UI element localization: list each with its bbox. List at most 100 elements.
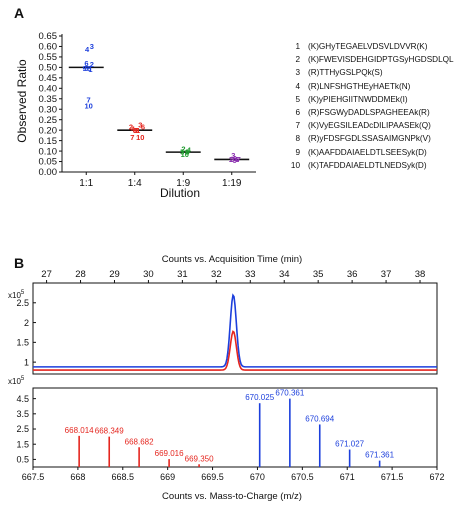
panel-a-ytick-label: 0.35 xyxy=(39,94,58,105)
panel-a-ytick-label: 0.30 xyxy=(39,104,58,115)
panel-a-point: 3 xyxy=(90,42,94,51)
panel-b-top-xtick-label: 37 xyxy=(381,269,392,280)
panel-b-bottom-scale-base: x10 xyxy=(8,377,21,386)
panel-b-top-scale-exp: 5 xyxy=(21,290,25,296)
panel-b-bottom-xtick-label: 671.5 xyxy=(381,472,404,482)
panel-a-ylabel: Observed Ratio xyxy=(15,59,29,143)
panel-a-point: 1 xyxy=(185,148,189,157)
legend-number: 5 xyxy=(295,94,300,104)
panel-a-xtick-label: 1:9 xyxy=(176,178,190,189)
panel-b-bottom-xtick-label: 668.5 xyxy=(112,472,135,482)
legend-row: 10 (K)TAFDDAIAELDTLNEDSyk(D) xyxy=(286,161,427,170)
panel-b-bottom-xtick-label: 669.5 xyxy=(201,472,224,482)
legend-row: 6 (R)FSGWyDADLSPAGHEEAk(R) xyxy=(286,108,430,117)
panel-b-bottom-xtick-label: 669 xyxy=(160,472,175,482)
panel-a-point: 7 xyxy=(130,133,134,142)
legend-row: 3 (R)TTHyGSLPQk(S) xyxy=(286,68,382,77)
panel-a-ytick-label: 0.45 xyxy=(39,73,58,84)
spectrum-peak-label: 671.361 xyxy=(365,451,394,460)
legend-peptide: (K)VyEGSILEADcDILIPAASEk(Q) xyxy=(308,121,431,131)
panel-b-top-xtick-label: 34 xyxy=(279,269,290,280)
panel-a-ytick-label: 0.55 xyxy=(39,52,58,63)
panel-a-point: 5 xyxy=(180,148,184,157)
panel-a-point: 5 xyxy=(135,126,139,135)
panel-a-xlabel: Dilution xyxy=(160,186,200,200)
panel-b-bottom-xtick-label: 667.5 xyxy=(22,472,45,482)
panel-b-bottom-xtick-label: 671 xyxy=(340,472,355,482)
panel-a-point: 1 xyxy=(136,126,140,135)
panel-b-top-xtick-label: 35 xyxy=(313,269,324,280)
legend-peptide: (K)GHyTEGAELVDSVLDVVR(K) xyxy=(308,42,428,51)
legend-row: 2 (K)FWEVISDEHGIDPTGSyHGDSDLQLER(I) xyxy=(286,55,454,64)
panel-b-top-xtick-label: 27 xyxy=(41,269,52,280)
panel-b-bottom-xtick-label: 672 xyxy=(429,472,444,482)
legend-peptide: (K)TAFDDAIAELDTLNEDSyk(D) xyxy=(308,160,427,170)
panel-b-top-xtick-label: 29 xyxy=(109,269,120,280)
panel-a-ytick-label: 0.15 xyxy=(39,136,58,147)
panel-b-top-ytick-label: 2 xyxy=(24,318,29,328)
panel-a-point: 8 xyxy=(133,126,137,135)
panel-b-bottom-ytick-label: 2.5 xyxy=(16,424,29,434)
panel-b-top-xtick-label: 38 xyxy=(415,269,426,280)
legend-peptide: (R)FSGWyDADLSPAGHEEAk(R) xyxy=(308,108,430,117)
panel-a-point: 9 xyxy=(133,126,137,135)
panel-a-point: 9 xyxy=(83,64,87,73)
panel-a-ytick-label: 0.25 xyxy=(39,115,58,126)
panel-b-bottom-scale: x105 xyxy=(8,376,25,386)
panel-a-point: 10 xyxy=(181,150,189,159)
panel-a-point: 6 xyxy=(141,123,145,132)
panel-label-a: A xyxy=(14,5,24,21)
panel-b-bottom-ytick-label: 1.5 xyxy=(16,439,29,449)
legend-number: 10 xyxy=(290,160,300,170)
panel-a-point: 10 xyxy=(84,102,92,111)
panel-b-bottom-xtick-label: 670 xyxy=(250,472,265,482)
panel-a-ytick-label: 0.00 xyxy=(39,167,58,178)
panel-a-ytick-label: 0.10 xyxy=(39,146,58,157)
panel-b-top-xtick-label: 31 xyxy=(177,269,188,280)
legend-peptide: (R)LNFSHGTHEyHAETk(N) xyxy=(308,81,411,91)
panel-a-point: 10 xyxy=(136,133,144,142)
legend-row: 7 (K)VyEGSILEADcDILIPAASEk(Q) xyxy=(286,121,431,131)
panel-b-top-ytick-label: 1 xyxy=(24,357,29,367)
legend-peptide: (K)FWEVISDEHGIDPTGSyHGDSDLQLER(I) xyxy=(308,55,454,65)
panel-label-b: B xyxy=(14,255,24,271)
panel-b-top-xtick-label: 28 xyxy=(75,269,86,280)
spectrum-peak-label: 669.016 xyxy=(155,449,184,458)
panel-a-xtick-label: 1:4 xyxy=(128,178,142,189)
panel-a-point: 4 xyxy=(187,146,192,155)
panel-a-point: 5 xyxy=(235,155,239,164)
panel-a-plot: 0.000.050.100.150.200.250.300.350.400.45… xyxy=(39,31,256,189)
panel-b-bottom-ytick-label: 4.5 xyxy=(16,394,29,404)
panel-a-point: 2 xyxy=(230,155,234,164)
legend-row: 9 (K)AAFDDAIAELDTLSEESyk(D) xyxy=(286,148,426,157)
legend-number: 1 xyxy=(295,42,300,51)
panel-b-bottom-plot: 667.5 668 668.5 669 669.5 670 670.5 671 671.5 672… xyxy=(8,376,445,482)
spectrum-peak-label: 668.682 xyxy=(125,437,154,446)
panel-b-top-xtick-label: 33 xyxy=(245,269,256,280)
panel-b-bottom-scale-exp: 5 xyxy=(21,376,25,382)
panel-a-point: 1 xyxy=(88,65,92,74)
panel-a-xtick-label: 1:19 xyxy=(222,178,242,189)
panel-b-top-scale: x105 xyxy=(8,290,25,300)
panel-b-top-frame xyxy=(32,282,438,375)
legend-row: 5 (K)yPIEHGIITNWDDMEk(I) xyxy=(286,94,408,104)
panel-a-point: 4 xyxy=(234,155,239,164)
panel-b-bottom-xlabel: Counts vs. Mass-to-Charge (m/z) xyxy=(162,491,302,502)
panel-a-point: 6 xyxy=(233,154,237,163)
panel-a-ytick-label: 0.05 xyxy=(39,157,58,168)
panel-b-bottom-ytick-label: 0.5 xyxy=(16,455,29,465)
panel-b-bottom-xtick-label: 668 xyxy=(70,472,85,482)
panel-a-point: 8 xyxy=(87,64,91,73)
legend-row: 8 (R)yFDSFGDLSSASAIMGNPk(V) xyxy=(286,134,430,143)
spectrum-peak-label: 671.027 xyxy=(335,440,364,449)
panel-a-point: 2 xyxy=(90,60,94,69)
panel-a-ytick-label: 0.50 xyxy=(39,63,58,74)
panel-b-top-xtick-label: 32 xyxy=(211,269,222,280)
spectrum-peak-label: 670.361 xyxy=(275,389,304,398)
legend-peptide: (K)yPIEHGIITNWDDMEk(I) xyxy=(308,94,408,104)
panel-a-point: 6 xyxy=(84,59,88,68)
legend-number: 2 xyxy=(295,55,300,65)
panel-a-point: 3 xyxy=(138,121,142,130)
panel-a-point: 4 xyxy=(131,125,136,134)
panel-a-point: 3 xyxy=(231,151,235,160)
